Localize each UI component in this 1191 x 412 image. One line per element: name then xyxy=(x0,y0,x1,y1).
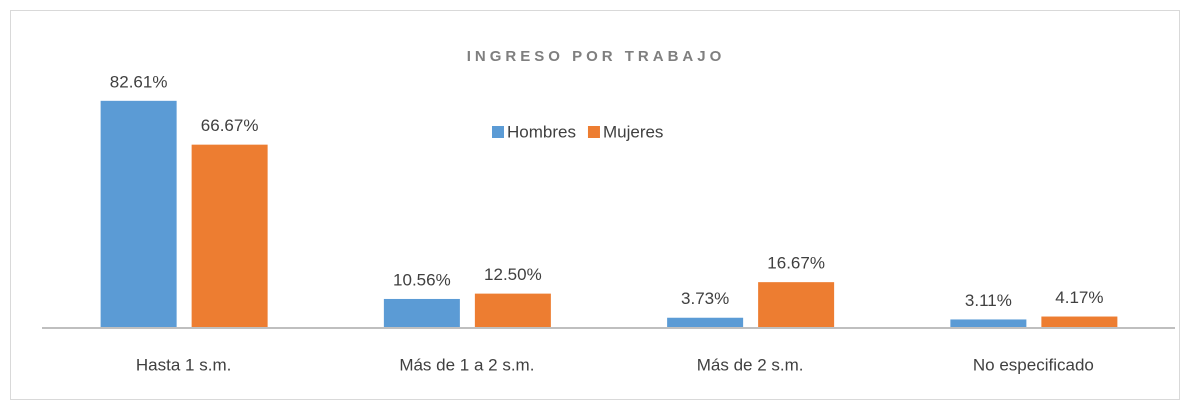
bar xyxy=(100,100,177,328)
chart-title: INGRESO POR TRABAJO xyxy=(467,48,726,65)
legend-label: Mujeres xyxy=(603,122,663,141)
legend-swatch xyxy=(492,126,504,138)
x-tick-label: Hasta 1 s.m. xyxy=(136,355,231,374)
data-label: 3.73% xyxy=(681,289,729,308)
data-label: 4.17% xyxy=(1055,288,1103,307)
data-label: 10.56% xyxy=(393,270,451,289)
bar xyxy=(474,293,551,328)
data-label: 82.61% xyxy=(110,72,168,91)
bar xyxy=(950,319,1027,328)
data-label: 12.50% xyxy=(484,265,542,284)
legend-swatch xyxy=(587,126,600,138)
chart-frame xyxy=(10,10,1180,400)
bar xyxy=(383,298,460,328)
data-label: 16.67% xyxy=(767,254,825,273)
bar xyxy=(667,317,744,328)
x-tick-label: Más de 1 a 2 s.m. xyxy=(399,355,534,374)
bar xyxy=(1041,316,1118,328)
bar xyxy=(191,144,268,328)
legend-label: Hombres xyxy=(507,122,576,141)
x-tick-label: Más de 2 s.m. xyxy=(697,355,804,374)
bar xyxy=(758,282,835,328)
data-label: 3.11% xyxy=(965,291,1012,310)
data-label: 66.67% xyxy=(201,116,259,135)
x-tick-label: No especificado xyxy=(973,355,1094,374)
